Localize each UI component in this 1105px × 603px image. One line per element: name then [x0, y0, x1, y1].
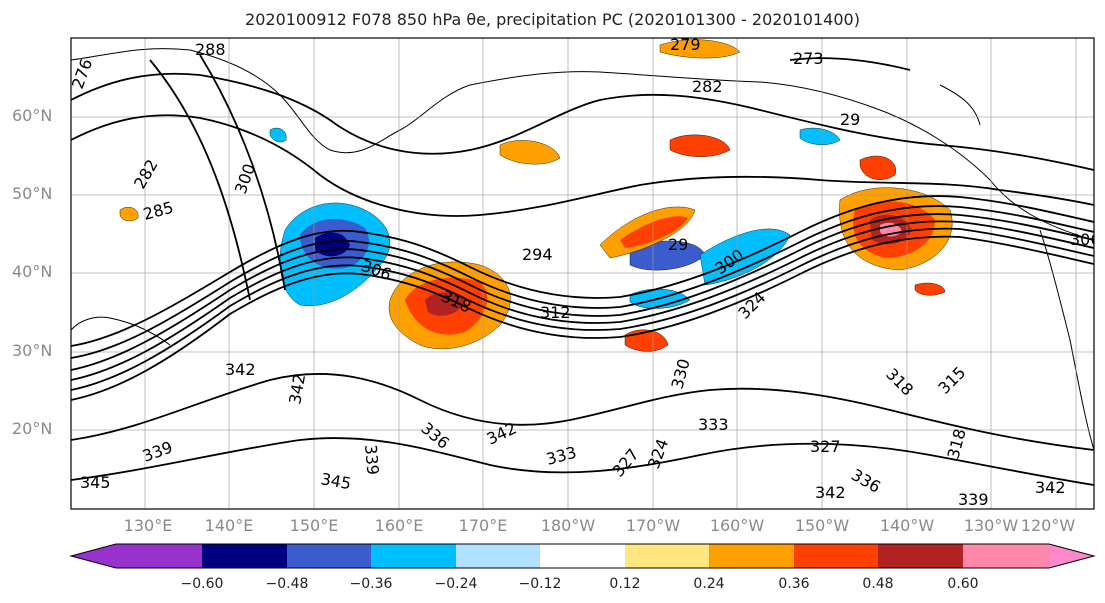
contour-label: 333: [698, 415, 729, 434]
colorbar-extend-left: [71, 544, 116, 568]
contour-label: 288: [195, 40, 226, 59]
contour-label: 29: [668, 235, 688, 254]
contour-label: 273: [793, 49, 824, 68]
colorbar-tick-label: −0.12: [518, 576, 562, 592]
positive-anomaly-region: [659, 39, 741, 59]
lat-label: 50°N: [12, 184, 53, 203]
contour-label: 29: [840, 110, 860, 129]
colorbar: [69, 543, 1096, 569]
graticule: [71, 38, 1094, 509]
lon-label: 140°W: [879, 516, 935, 535]
contour-label: 339: [958, 490, 989, 509]
colorbar-segment: [202, 544, 287, 568]
colorbar-segment: [625, 544, 709, 568]
colorbar-segment: [709, 544, 794, 568]
lon-label: 150°E: [289, 516, 339, 535]
lon-label: 120°W: [1020, 516, 1076, 535]
positive-anomaly-peak: [425, 292, 465, 316]
positive-anomaly-region: [624, 329, 669, 352]
colorbar-segment: [878, 544, 963, 568]
lat-label: 60°N: [12, 106, 53, 125]
lon-label: 130°W: [963, 516, 1019, 535]
colorbar-tick-label: −0.36: [349, 576, 393, 592]
lat-label: 20°N: [12, 419, 53, 438]
contour-label: 345: [80, 473, 111, 492]
colorbar-segment: [287, 544, 371, 568]
lon-label: 180°W: [540, 516, 596, 535]
lat-label: 40°N: [12, 262, 53, 281]
colorbar-segment: [794, 544, 878, 568]
map-panel: 276 288 279 273 282 282 285 300 294 306 …: [71, 35, 1101, 509]
colorbar-extend-right: [1049, 544, 1094, 568]
lon-label: 170°E: [458, 516, 508, 535]
positive-anomaly-region: [669, 134, 731, 157]
colorbar-segment: [116, 544, 202, 568]
positive-anomaly-region: [914, 282, 946, 296]
colorbar-segment: [456, 544, 540, 568]
lat-label: 30°N: [12, 341, 53, 360]
colorbar-tick-label: 0.36: [778, 576, 810, 592]
colorbar-tick-label: 0.48: [862, 576, 894, 592]
colorbar-tick-label: −0.60: [180, 576, 224, 592]
negative-anomaly-region: [269, 127, 287, 143]
contour-label: 342: [1035, 478, 1066, 497]
contour-label: 282: [692, 77, 723, 96]
positive-anomaly-region: [859, 155, 896, 180]
colorbar-outline: [69, 543, 1096, 569]
contour-label: 339: [361, 444, 383, 476]
lon-label: 140°E: [204, 516, 254, 535]
contour-label: 342: [815, 483, 846, 502]
colorbar-segment: [540, 544, 625, 568]
colorbar-segment: [963, 544, 1049, 568]
plot-title: 2020100912 F078 850 hPa θe, precipitatio…: [245, 10, 860, 29]
contour-label: 312: [540, 303, 571, 322]
lon-label: 150°W: [794, 516, 850, 535]
colorbar-tick-label: 0.12: [609, 576, 641, 592]
colorbar-tick-label: 0.60: [947, 576, 979, 592]
lon-label: 160°W: [709, 516, 765, 535]
lon-label: 170°W: [625, 516, 681, 535]
positive-anomaly-core: [620, 216, 688, 248]
contour-label: 327: [810, 437, 841, 456]
negative-anomaly-region: [799, 127, 841, 145]
colorbar-segment: [371, 544, 456, 568]
lon-label: 130°E: [123, 516, 173, 535]
contour-label: 306: [1070, 230, 1101, 249]
coastlines: [71, 48, 1094, 451]
contour-label: 294: [522, 245, 553, 264]
colorbar-tick-label: −0.24: [434, 576, 478, 592]
positive-anomaly-region: [119, 207, 139, 222]
positive-anomaly-region: [499, 140, 561, 165]
colorbar-tick-label: 0.24: [693, 576, 725, 592]
contour-label: 279: [670, 35, 701, 54]
colorbar-tick-label: −0.48: [265, 576, 309, 592]
contour-label: 342: [225, 360, 256, 379]
theta-e-contours: [71, 54, 1094, 486]
lon-label: 160°E: [374, 516, 424, 535]
map-frame: [70, 37, 1095, 510]
